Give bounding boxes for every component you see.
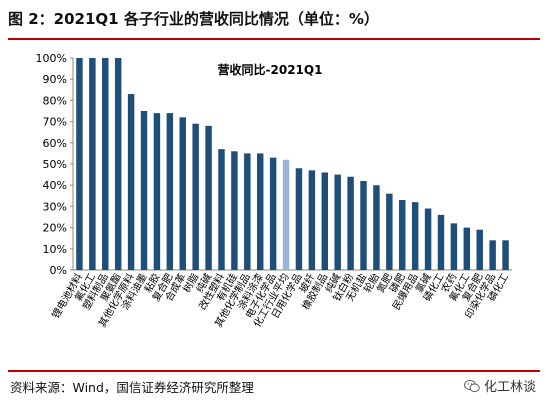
- bar: [411, 202, 419, 270]
- bar: [244, 153, 251, 270]
- y-tick-label: 30%: [43, 200, 67, 213]
- bar: [256, 153, 264, 270]
- bar: [424, 208, 432, 270]
- bar: [179, 117, 186, 270]
- x-tick-labels: 锂电池材料氟化工塑料制品聚氨酯其他化学原料涂料油墨粘胶复合肥合成革树脂纯碱改性塑…: [49, 271, 511, 329]
- wechat-icon: [463, 379, 480, 392]
- bars: [76, 58, 509, 271]
- bar: [282, 159, 290, 270]
- bar: [89, 58, 96, 270]
- bar: [373, 185, 380, 270]
- bar: [476, 229, 483, 270]
- bar: [334, 174, 341, 270]
- y-tick-label: 40%: [43, 179, 67, 192]
- source-note: 资料来源：Wind，国信证券经济研究所整理: [10, 380, 254, 395]
- y-tick-label: 50%: [43, 158, 67, 171]
- y-tick-label: 60%: [43, 137, 67, 150]
- bar: [127, 94, 135, 270]
- bar: [360, 180, 367, 270]
- y-tick-label: 90%: [43, 73, 67, 86]
- bar: [166, 113, 174, 271]
- bar: [437, 214, 445, 270]
- figure-title: 图 2：2021Q1 各子行业的营收同比情况（单位：%）: [8, 10, 379, 28]
- bar: [308, 170, 316, 270]
- bar: [76, 58, 83, 270]
- bar: [140, 111, 148, 270]
- bar: [205, 125, 212, 270]
- y-tick-label: 70%: [43, 116, 67, 129]
- chart-title: 营收同比-2021Q1: [218, 62, 323, 77]
- y-tick-label: 100%: [36, 52, 67, 65]
- bar: [489, 240, 496, 270]
- watermark: 化工林谈: [463, 376, 536, 395]
- bar: [295, 168, 303, 270]
- axes: 0% 10% 20% 30% 40% 50% 60% 70% 80% 90% 100%: [36, 52, 512, 277]
- bar: [192, 123, 199, 270]
- bar: [502, 240, 509, 270]
- bar: [450, 223, 458, 270]
- bar: [386, 193, 393, 270]
- watermark-text: 化工林谈: [483, 380, 536, 395]
- bar: [321, 172, 329, 270]
- y-tick-label: 80%: [43, 94, 67, 107]
- bar: [399, 200, 406, 270]
- bar-chart: 0% 10% 20% 30% 40% 50% 60% 70% 80% 90% 100% 锂电池材料氟…: [36, 52, 512, 329]
- bar: [102, 58, 109, 270]
- bar: [347, 176, 354, 270]
- y-tick-label: 20%: [43, 222, 67, 235]
- bar: [269, 157, 277, 270]
- footer-divider: [8, 370, 540, 372]
- title-divider: [8, 38, 540, 40]
- bar: [218, 149, 225, 270]
- bar: [114, 58, 122, 270]
- y-tick-label: 0%: [50, 264, 67, 277]
- bar: [231, 151, 238, 270]
- y-tick-label: 10%: [43, 243, 67, 256]
- bar: [463, 227, 471, 270]
- bar: [153, 113, 161, 271]
